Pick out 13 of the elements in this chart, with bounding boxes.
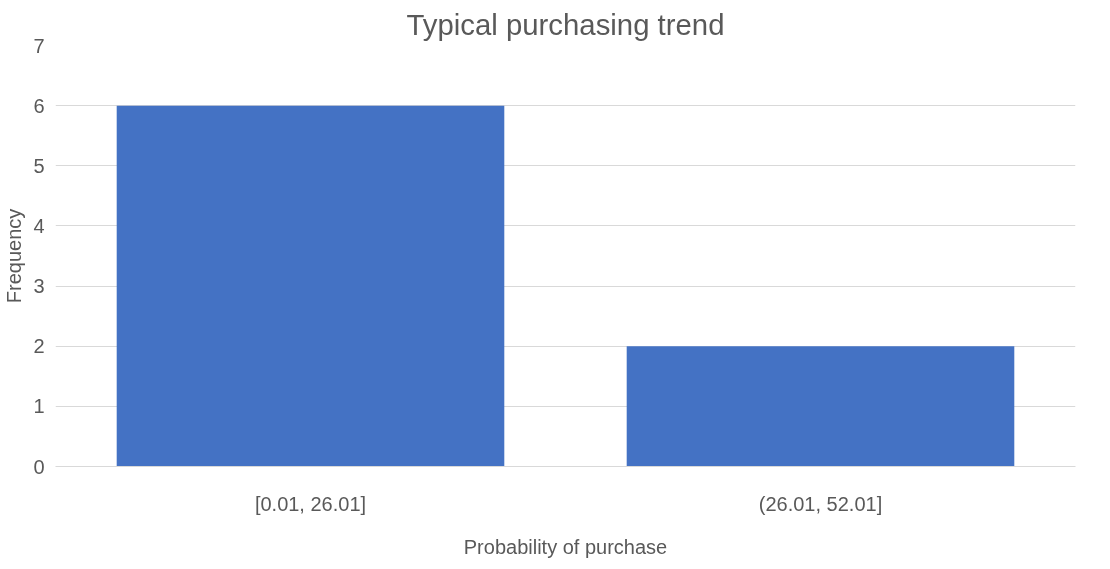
y-tick-label: 6: [33, 94, 45, 117]
y-tick-label: 3: [33, 275, 45, 298]
y-tick-label: 1: [33, 395, 45, 418]
y-axis-title: Frequency: [3, 208, 26, 304]
y-tick-label: 5: [33, 154, 45, 177]
y-tick-label: 2: [33, 335, 45, 358]
x-axis-title: Probability of purchase: [463, 535, 668, 558]
y-tick-label: 0: [33, 455, 45, 478]
x-tick-label: [0.01, 26.01]: [254, 492, 367, 515]
chart-title: Typical purchasing trend: [406, 7, 725, 41]
y-tick-label: 4: [33, 214, 45, 237]
y-tick-label: 7: [33, 34, 45, 57]
x-tick-label: (26.01, 52.01]: [758, 492, 883, 515]
